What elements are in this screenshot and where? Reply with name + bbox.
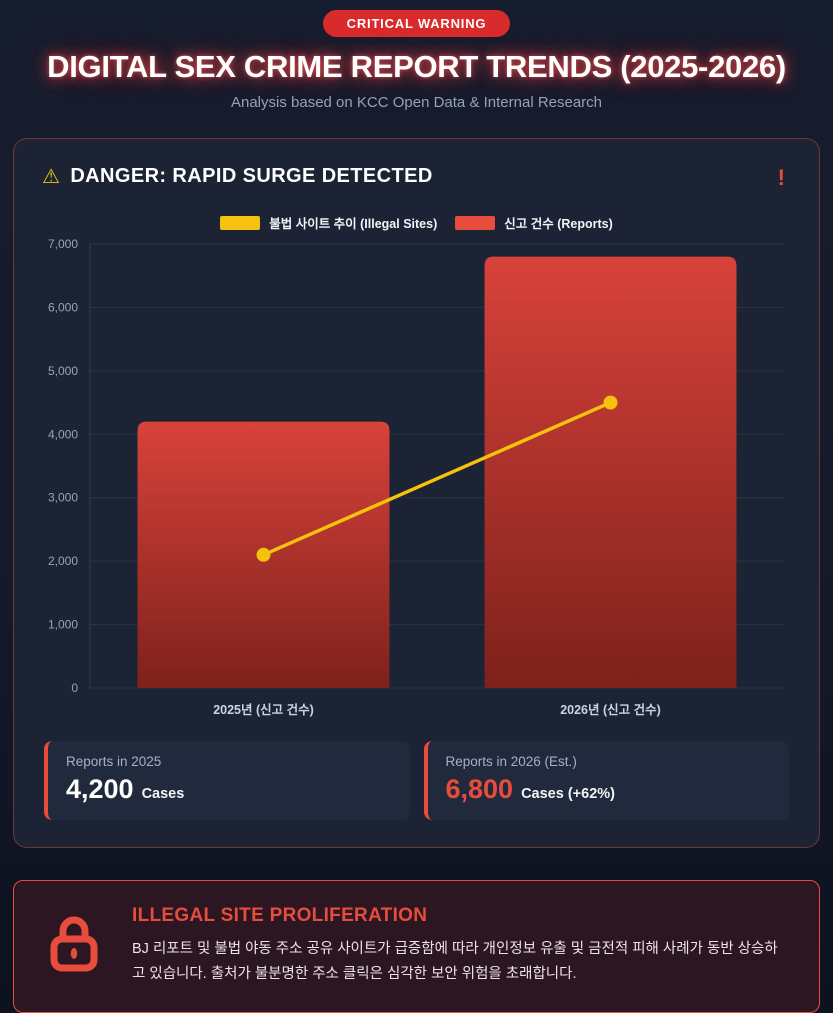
- alert-title: ILLEGAL SITE PROLIFERATION: [132, 905, 428, 926]
- x-axis-label: 2025년 (신고 건수): [213, 702, 314, 717]
- stat-card-2026: Reports in 2026 (Est.) 6,800 Cases (+62%…: [423, 741, 789, 820]
- y-axis-tick-label: 6,000: [48, 300, 78, 314]
- line-point-1: [603, 395, 618, 410]
- stat-card-2025: Reports in 2025 4,200 Cases: [44, 741, 410, 820]
- stat-label: Reports in 2026 (Est.): [445, 754, 577, 769]
- chart-card-header: ⚠ DANGER: RAPID SURGE DETECTED !: [42, 165, 791, 191]
- illegal-site-alert-card: ILLEGAL SITE PROLIFERATION BJ 리포트 및 불법 야…: [13, 880, 820, 1013]
- danger-heading: ⚠ DANGER: RAPID SURGE DETECTED: [42, 165, 433, 188]
- line-point-0: [256, 547, 271, 562]
- y-axis-tick-label: 0: [71, 681, 78, 695]
- chart-card: ⚠ DANGER: RAPID SURGE DETECTED ! 불법 사이트 …: [13, 138, 820, 848]
- y-axis-tick-label: 4,000: [48, 427, 78, 441]
- x-axis-label: 2026년 (신고 건수): [560, 702, 661, 717]
- report-bar-2026년 (신고 건수): [484, 256, 737, 688]
- legend-label: 신고 건수 (Reports): [504, 217, 613, 231]
- stat-suffix: Cases (+62%): [521, 786, 615, 802]
- critical-warning-badge: CRITICAL WARNING: [322, 10, 511, 37]
- chart-area: 0 1,000 2,000 3,000 4,000 5,000 6,000 7,000 2025…: [42, 236, 791, 729]
- stat-suffix: Cases: [141, 786, 185, 802]
- lock-icon: [48, 915, 100, 978]
- warning-triangle-icon: ⚠: [42, 165, 61, 188]
- page-header: CRITICAL WARNING DIGITAL SEX CRIME REPOR…: [0, 0, 833, 111]
- page-subtitle: Analysis based on KCC Open Data & Intern…: [230, 94, 603, 111]
- y-axis-tick-label: 5,000: [48, 364, 78, 378]
- alert-body: BJ 리포트 및 불법 야동 주소 공유 사이트가 급증함에 따라 개인정보 유…: [132, 941, 778, 983]
- y-axis-tick-label: 1,000: [48, 618, 78, 632]
- alert-text-block: ILLEGAL SITE PROLIFERATION BJ 리포트 및 불법 야…: [132, 905, 789, 988]
- stat-label: Reports in 2025: [66, 754, 162, 769]
- illegal-sites-line: [261, 400, 613, 557]
- stats-row: Reports in 2025 4,200 Cases Reports in 2…: [42, 741, 791, 820]
- legend-swatch: [455, 215, 496, 230]
- legend-label: 불법 사이트 추이 (Illegal Sites): [269, 217, 438, 231]
- danger-heading-text: DANGER: RAPID SURGE DETECTED: [70, 165, 433, 187]
- exclamation-icon: !: [777, 165, 785, 190]
- legend-swatch: [220, 215, 261, 230]
- y-axis-tick-label: 3,000: [48, 491, 78, 505]
- chart-legend: 불법 사이트 추이 (Illegal Sites) 신고 건수 (Reports): [42, 213, 791, 232]
- y-axis-tick-label: 2,000: [48, 554, 78, 568]
- legend-item-1[interactable]: 신고 건수 (Reports): [455, 213, 613, 232]
- bar-line-chart: 0 1,000 2,000 3,000 4,000 5,000 6,000 7,000 2025…: [48, 237, 784, 717]
- page-title: DIGITAL SEX CRIME REPORT TRENDS (2025-20…: [47, 49, 786, 84]
- stat-value: 4,200: [66, 774, 134, 804]
- stat-value: 6,800: [445, 774, 514, 804]
- legend-item-0[interactable]: 불법 사이트 추이 (Illegal Sites): [220, 213, 437, 232]
- y-axis-tick-label: 7,000: [48, 237, 78, 251]
